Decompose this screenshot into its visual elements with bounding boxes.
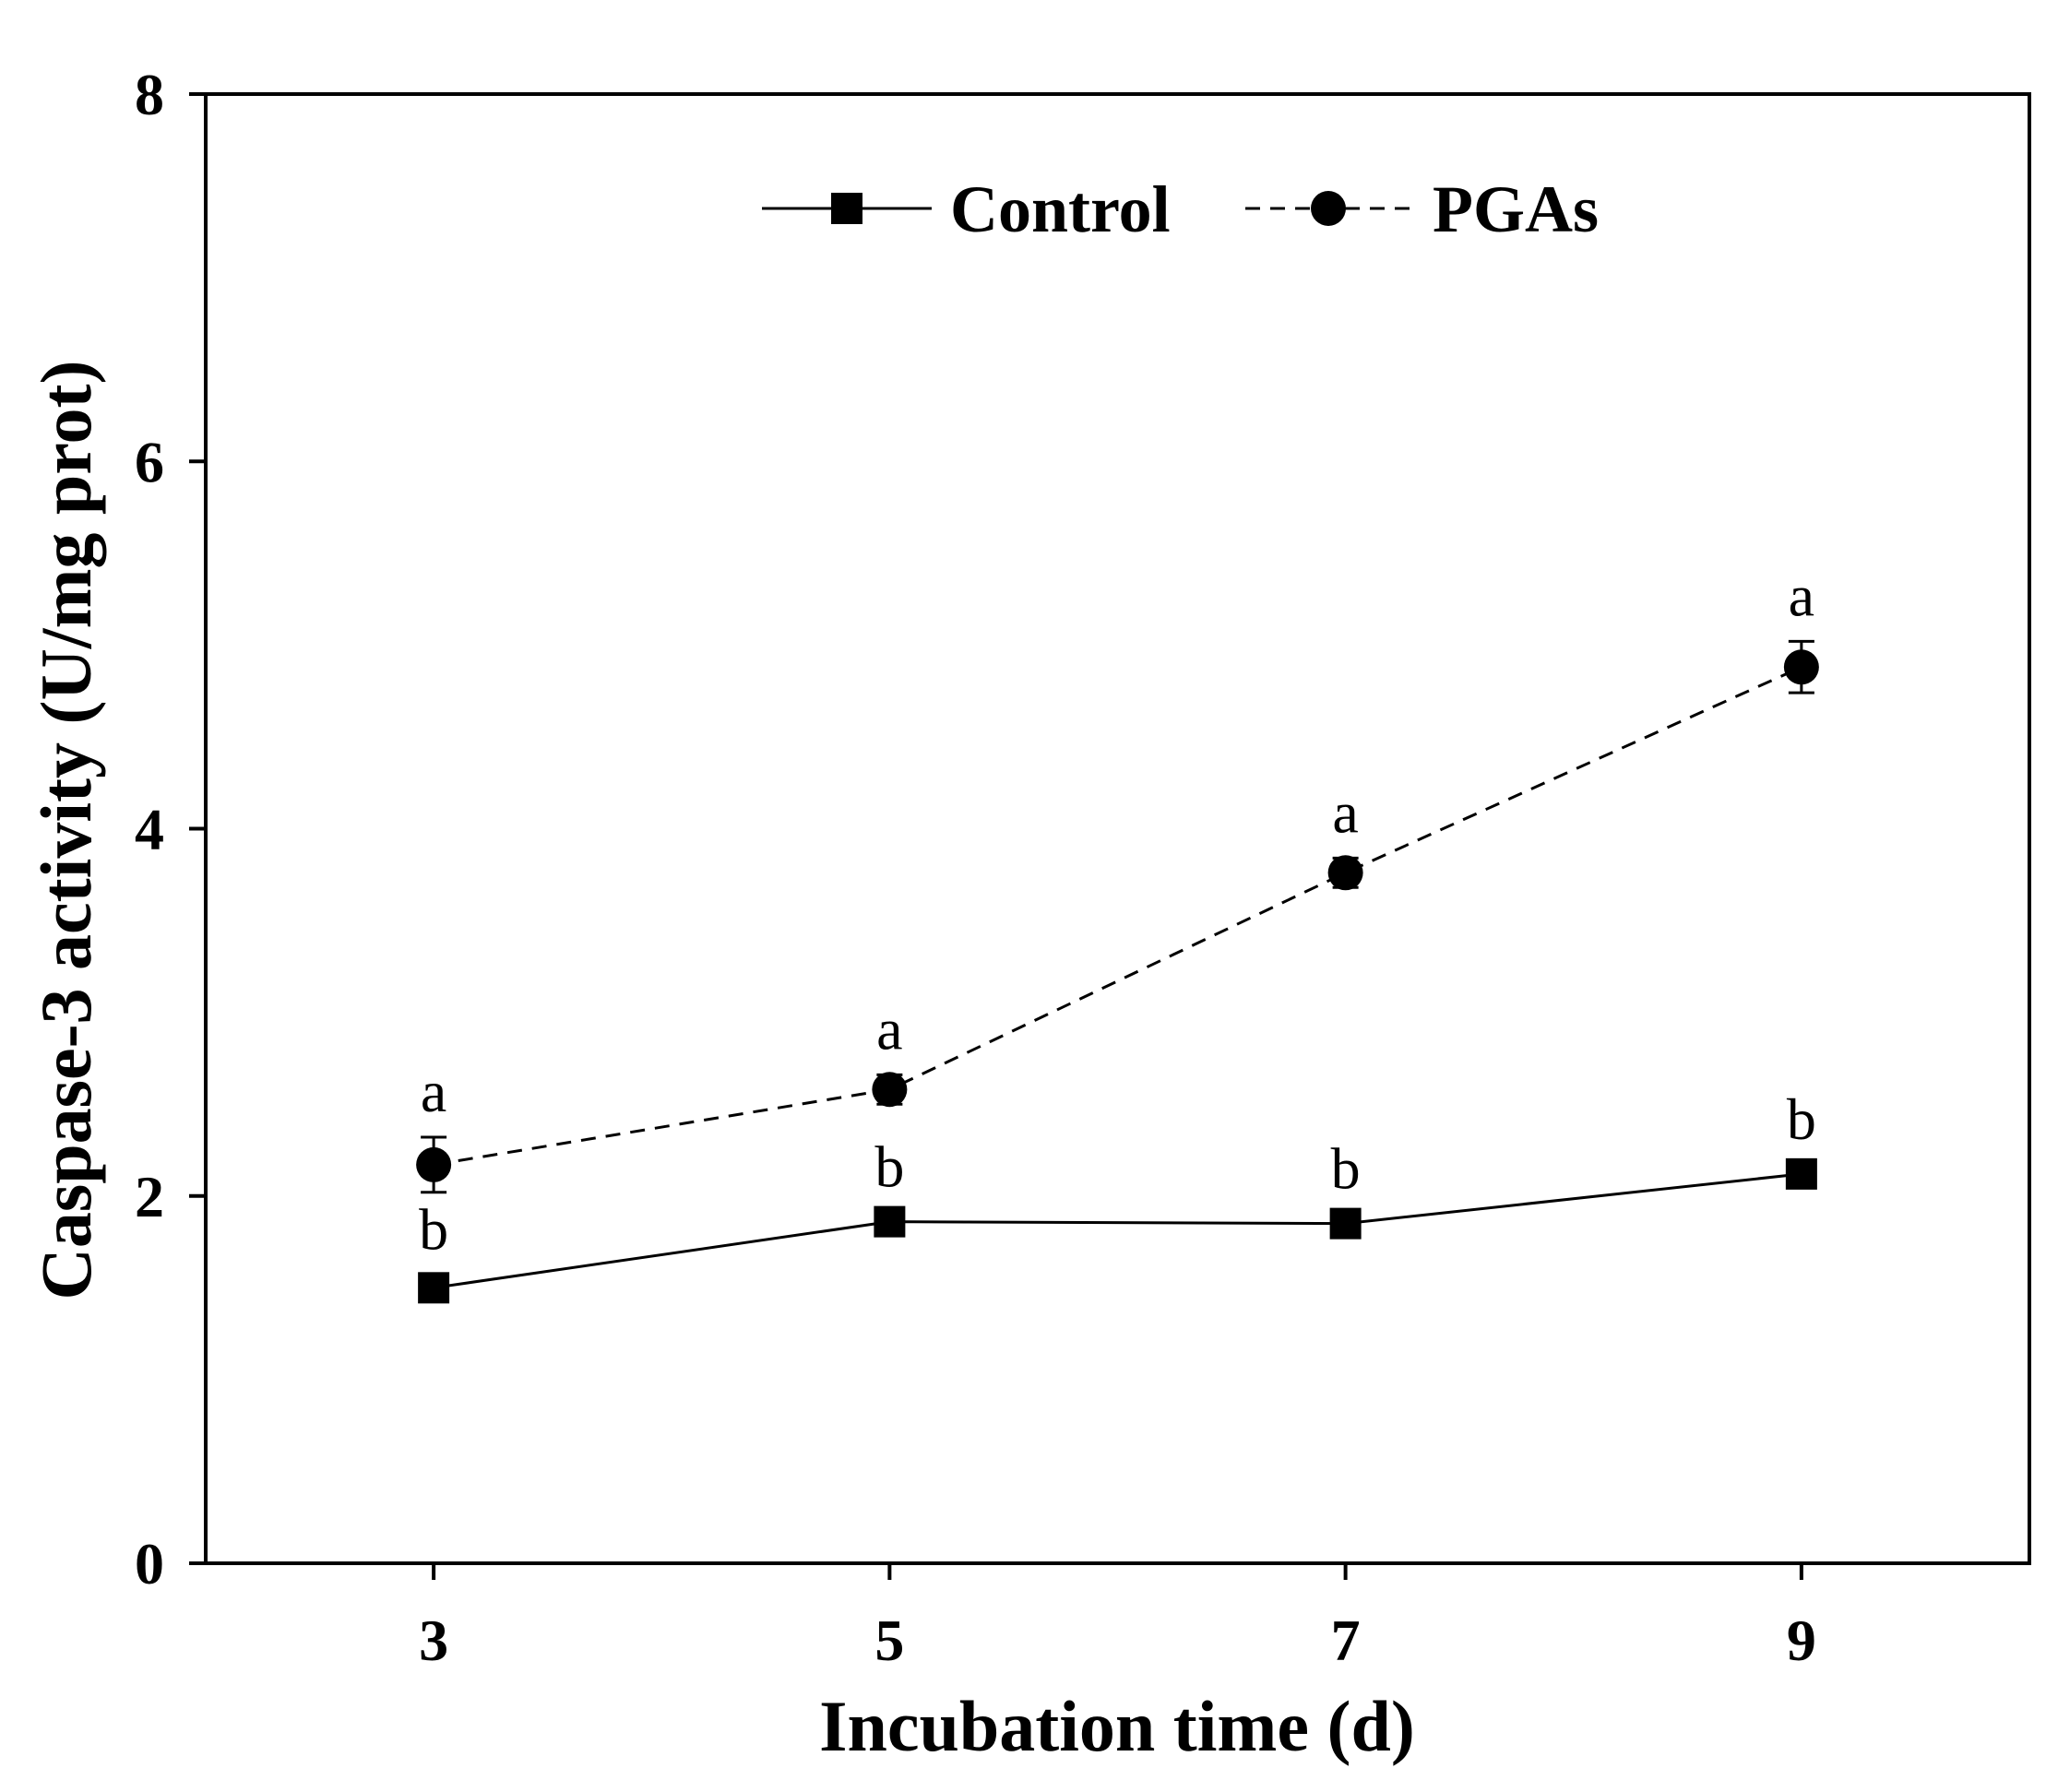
data-point-circle	[872, 1072, 908, 1108]
series-layer: b b b b a a a a	[416, 563, 1819, 1304]
x-tick-label: 9	[1787, 1608, 1816, 1673]
legend-label-control: Control	[950, 172, 1171, 246]
series-line-control	[433, 1172, 1802, 1289]
series-pgas: a a a a	[416, 563, 1819, 1194]
y-tick-label: 0	[135, 1531, 164, 1596]
data-point-circle	[1327, 855, 1363, 891]
significance-label: a	[421, 1059, 446, 1124]
y-axis-ticks: 0 2 4 6 8	[135, 62, 206, 1596]
data-point-circle	[416, 1146, 452, 1182]
y-tick-label: 8	[135, 62, 164, 127]
series-control: b b b b	[418, 1086, 1817, 1304]
significance-label: a	[876, 996, 902, 1062]
y-tick-label: 2	[135, 1164, 164, 1229]
x-axis-ticks: 3 5 7 9	[419, 1563, 1816, 1673]
significance-label: a	[1332, 779, 1358, 845]
y-tick-label: 4	[135, 797, 164, 862]
plot-frame	[204, 92, 2031, 1565]
legend-marker-circle	[1311, 191, 1346, 226]
legend-item-control: Control	[762, 172, 1171, 246]
data-point-square	[1329, 1207, 1362, 1240]
data-point-circle	[1783, 649, 1819, 685]
legend-marker-square	[831, 193, 862, 224]
significance-label: b	[874, 1134, 904, 1200]
significance-label: b	[1331, 1136, 1361, 1202]
data-point-square	[874, 1205, 906, 1238]
legend-label-pgas: PGAs	[1433, 172, 1599, 246]
x-tick-label: 5	[874, 1608, 904, 1673]
significance-label: b	[419, 1196, 448, 1262]
significance-label: a	[1789, 563, 1814, 628]
data-point-square	[1785, 1157, 1817, 1190]
data-point-square	[418, 1272, 450, 1304]
significance-label: b	[1787, 1086, 1816, 1152]
x-tick-label: 7	[1331, 1608, 1361, 1673]
x-axis-title: Incubation time (d)	[819, 1686, 1415, 1766]
legend: Control PGAs	[762, 172, 1599, 246]
series-line-pgas	[433, 665, 1802, 1167]
x-tick-label: 3	[419, 1608, 448, 1673]
legend-item-pgas: PGAs	[1245, 172, 1599, 246]
y-axis-title: Caspase-3 activity (U/mg prot)	[26, 361, 106, 1300]
y-tick-label: 6	[135, 429, 164, 494]
